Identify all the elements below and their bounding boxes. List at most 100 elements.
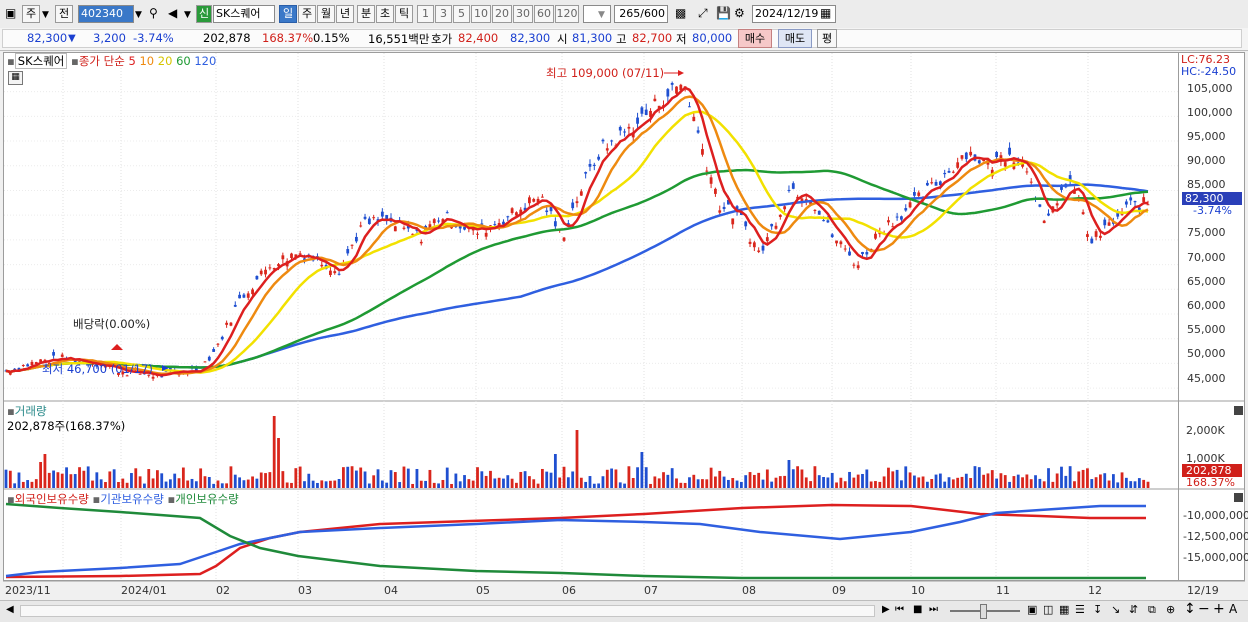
interval-5[interactable]: 5 [453, 5, 470, 23]
font-size-icon[interactable]: A [1229, 602, 1238, 616]
type-select[interactable]: 주 [22, 5, 40, 23]
volume-bar [39, 462, 43, 488]
volume-bar [869, 481, 873, 488]
volume-bar [709, 467, 713, 488]
last-page-icon[interactable]: ⏭ [929, 604, 938, 615]
save-icon[interactable]: 💾 [716, 6, 731, 20]
horizontal-scrollbar[interactable] [20, 605, 875, 617]
interval-20[interactable]: 20 [492, 5, 512, 23]
zoom-in-icon[interactable]: + [1213, 601, 1225, 617]
buy-button[interactable]: 매수 [738, 29, 772, 48]
volume-bar [112, 469, 116, 488]
date-field[interactable]: 2024/12/19 [752, 5, 836, 23]
measure-icon[interactable]: ⇵ [1129, 603, 1139, 616]
search-icon[interactable]: ⚲ [149, 6, 158, 20]
interval-120[interactable]: 120 [555, 5, 579, 23]
ma20-line [5, 110, 1149, 374]
calendar-icon[interactable]: ▦ [820, 6, 832, 20]
volume-bar [502, 478, 505, 488]
custom-interval-dropdown-icon[interactable]: ▼ [598, 10, 605, 20]
volume-bar [1029, 479, 1033, 488]
volume-bar [307, 473, 311, 488]
code-dropdown-icon[interactable]: ▼ [135, 10, 142, 20]
sell-button[interactable]: 매도 [778, 29, 812, 48]
volume-bar [73, 474, 77, 488]
period-day[interactable]: 일 [279, 5, 297, 23]
volume-bar [1051, 481, 1055, 488]
interval-30[interactable]: 30 [513, 5, 533, 23]
layout-grid-icon[interactable]: ▦ [1059, 603, 1070, 616]
volume-bar [796, 466, 800, 488]
x-label-06: 06 [562, 584, 576, 597]
period-minute[interactable]: 분 [357, 5, 375, 23]
volume-bar [21, 481, 25, 488]
zoom-out-icon[interactable]: − [1198, 601, 1210, 617]
count-field[interactable]: 265/600 [614, 5, 668, 23]
candle-body [549, 205, 553, 212]
stock-name-field[interactable]: SK스퀘어 [213, 5, 275, 23]
copy-icon[interactable]: ⧉ [1148, 603, 1156, 616]
speaker-dropdown-icon[interactable]: ▼ [184, 10, 191, 20]
volume-bar [1146, 481, 1150, 488]
scroll-left-icon[interactable]: ◀ [6, 604, 14, 615]
target-icon[interactable]: ⊕ [1166, 603, 1176, 616]
period-second[interactable]: 초 [376, 5, 394, 23]
window-icon[interactable]: ▣ [5, 6, 17, 20]
period-year[interactable]: 년 [336, 5, 354, 23]
holdings-panel-close-icon[interactable] [1234, 493, 1243, 502]
interval-1[interactable]: 1 [417, 5, 434, 23]
candle-type-icon[interactable]: ▩ [675, 6, 687, 20]
chevron-down-icon[interactable]: ▼ [42, 10, 49, 20]
volume-bar [627, 466, 631, 488]
ruler-icon[interactable]: ↧ [1093, 603, 1103, 616]
period-week[interactable]: 주 [298, 5, 316, 23]
gear-icon[interactable]: ⚙ [734, 6, 745, 20]
candle-body [605, 148, 609, 151]
candle-body [540, 196, 544, 198]
volume-bar [216, 480, 220, 488]
volume-bar [445, 467, 449, 488]
candle-body [848, 251, 851, 256]
candle-body [636, 117, 639, 124]
period-tick[interactable]: 틱 [395, 5, 413, 23]
candle-body [229, 322, 233, 326]
volume-bar [714, 476, 717, 488]
speaker-icon[interactable]: ◀ [168, 6, 178, 20]
code-input[interactable]: 402340 [78, 5, 134, 23]
volume-panel-close-icon[interactable] [1234, 406, 1243, 415]
scroll-right-icon[interactable]: ▶ [882, 604, 890, 615]
volume-bar [597, 483, 601, 488]
layout-split-icon[interactable]: ◫ [1043, 603, 1054, 616]
chart-area[interactable] [3, 52, 1179, 581]
volume-bar [765, 469, 769, 488]
volume-bar [354, 470, 358, 488]
volume-bar [251, 476, 254, 488]
candle-body [666, 89, 670, 97]
interval-10[interactable]: 10 [471, 5, 491, 23]
candle-body [925, 182, 929, 186]
draw-tool-icon[interactable]: ⤢ [698, 6, 708, 20]
volume-bar [999, 473, 1003, 488]
stop-icon[interactable]: ■ [913, 604, 923, 615]
trend-line-icon[interactable]: ↘ [1111, 603, 1121, 616]
avg-button[interactable]: 평 [817, 29, 837, 48]
prev-button[interactable]: 전 [55, 5, 73, 23]
list-icon[interactable]: ☰ [1075, 603, 1085, 616]
crosshair-icon[interactable]: ↕ [1184, 601, 1196, 617]
y-tick-60000: 60,000 [1187, 299, 1226, 312]
custom-interval-input[interactable] [583, 5, 611, 23]
volume-bar [121, 478, 125, 488]
period-month[interactable]: 월 [317, 5, 335, 23]
first-page-icon[interactable]: ⏮ [895, 604, 904, 615]
interval-60[interactable]: 60 [534, 5, 554, 23]
candle-body [502, 221, 505, 225]
interval-3[interactable]: 3 [435, 5, 452, 23]
layout-icon[interactable]: ▣ [1027, 603, 1038, 616]
candle-body [852, 264, 856, 266]
candle-body [34, 362, 38, 365]
volume-bar [908, 472, 912, 488]
zoom-slider-handle[interactable] [980, 604, 987, 619]
indicator-icon[interactable]: ▦ [8, 71, 23, 85]
candle-body [39, 359, 43, 362]
volume-bar [778, 476, 782, 488]
